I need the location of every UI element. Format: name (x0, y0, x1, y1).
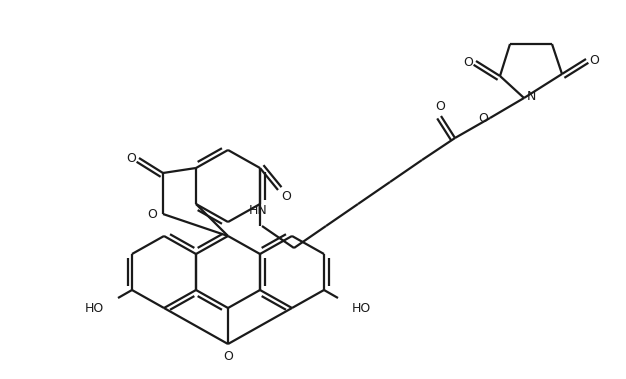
Text: O: O (147, 208, 157, 221)
Text: N: N (526, 91, 536, 103)
Text: O: O (223, 349, 233, 362)
Text: O: O (281, 190, 291, 202)
Text: HO: HO (352, 302, 371, 315)
Text: HN: HN (249, 204, 267, 216)
Text: HO: HO (85, 302, 104, 315)
Text: O: O (463, 55, 473, 69)
Text: O: O (478, 113, 488, 125)
Text: O: O (126, 152, 136, 166)
Text: O: O (589, 53, 599, 66)
Text: O: O (435, 100, 445, 113)
